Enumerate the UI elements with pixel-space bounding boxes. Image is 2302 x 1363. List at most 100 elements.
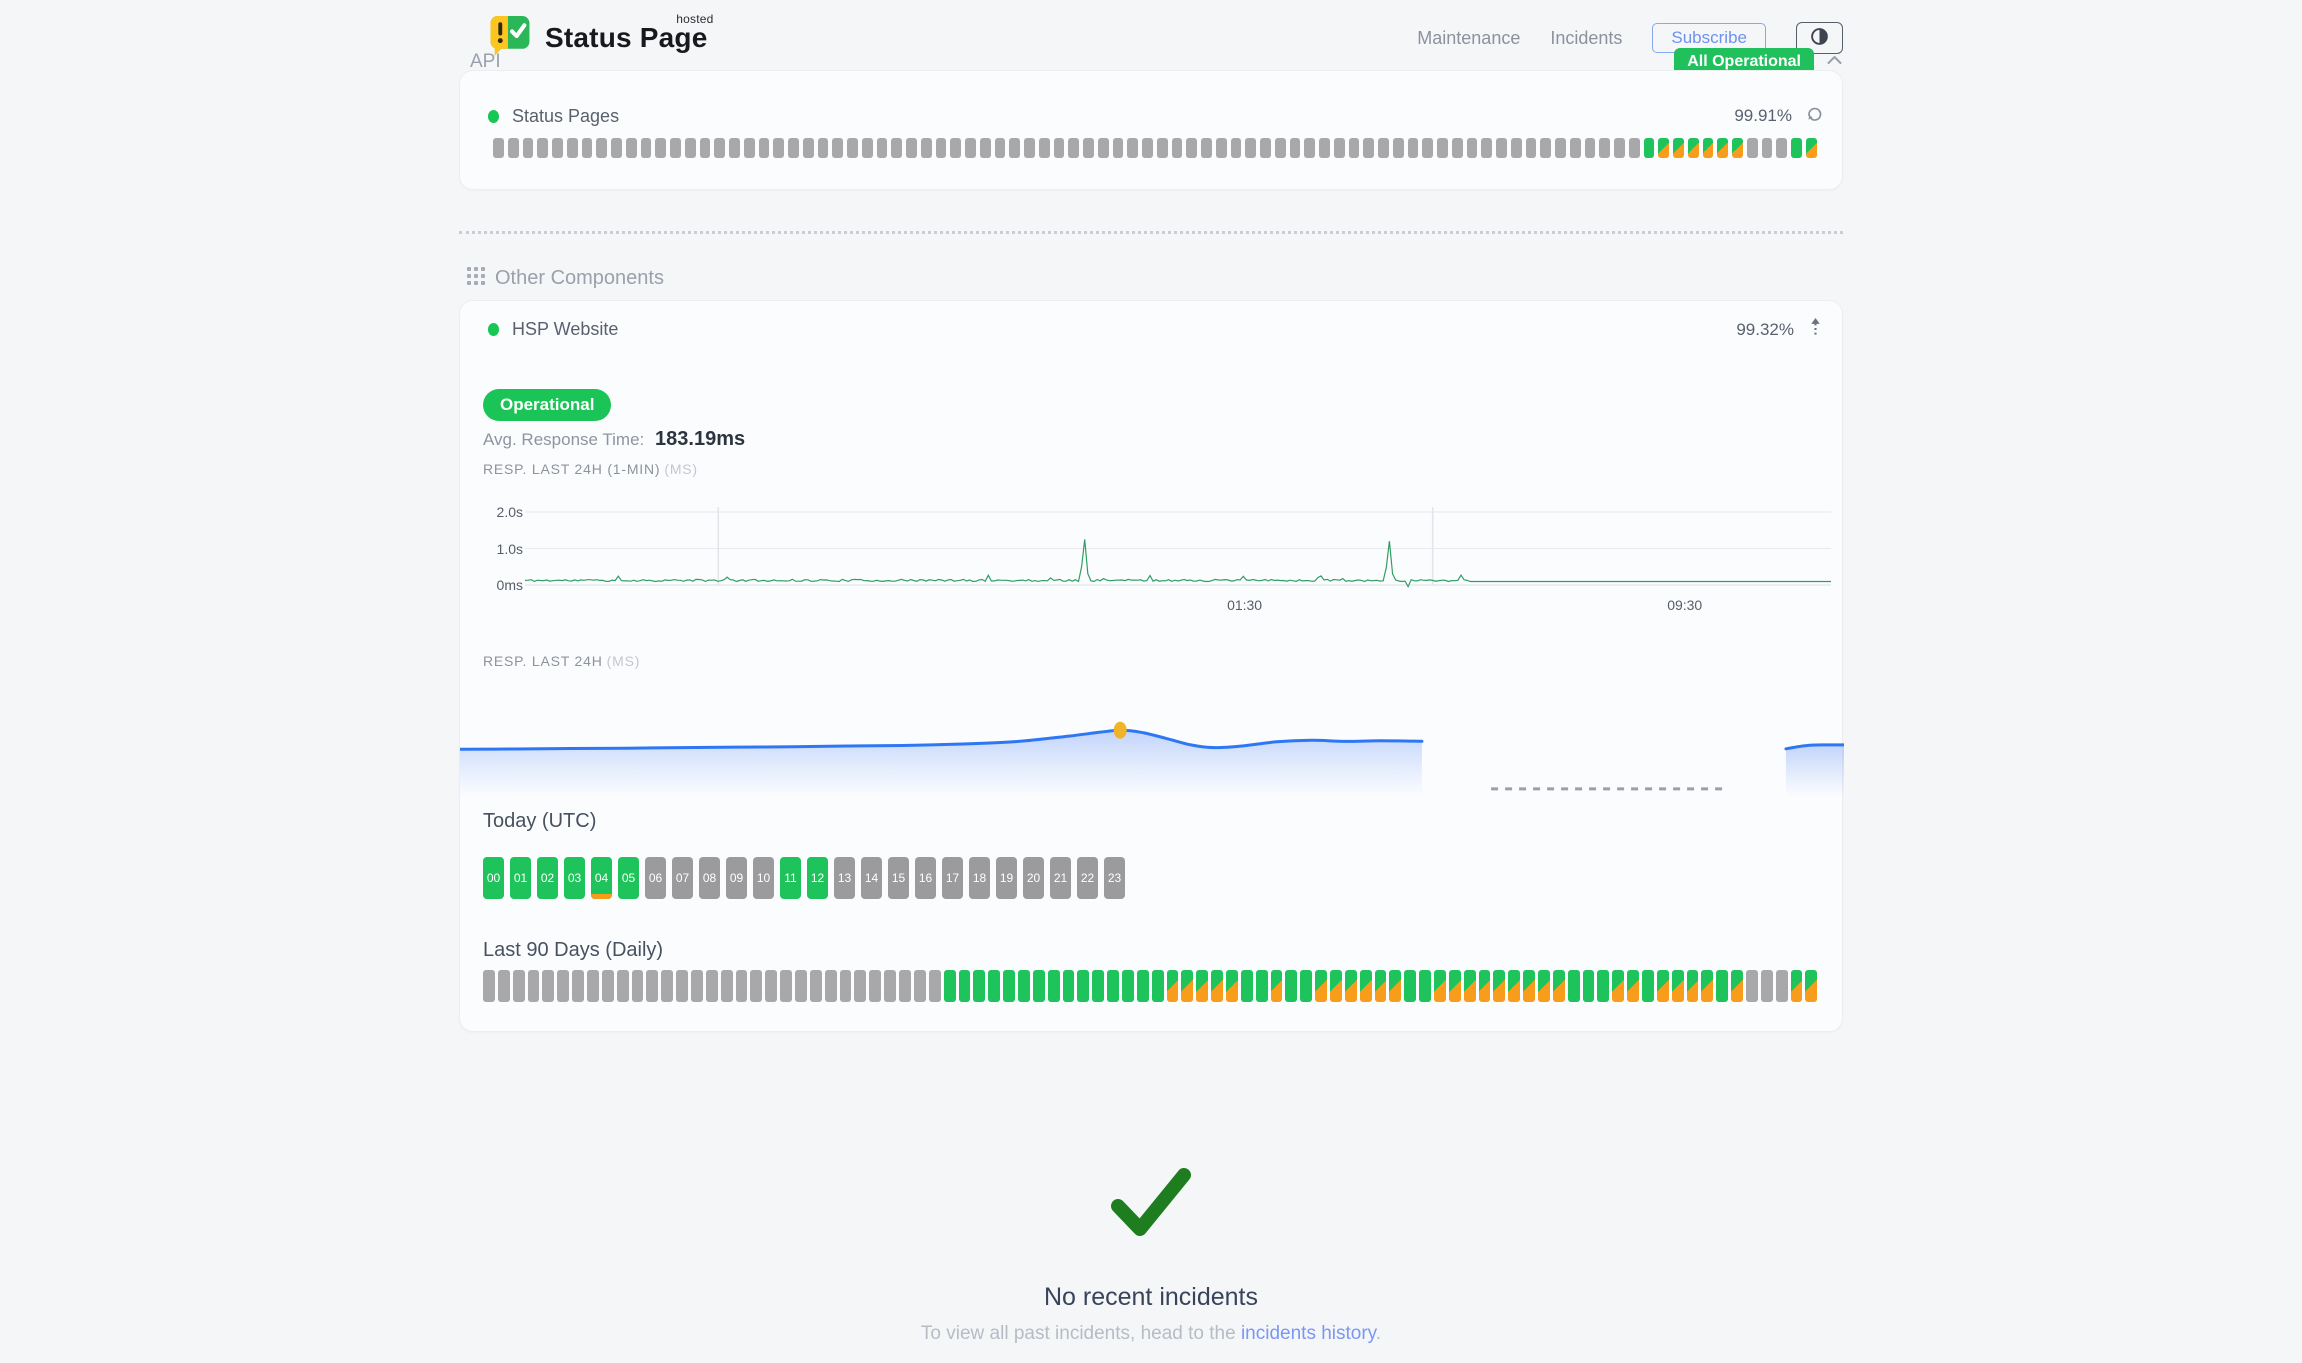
uptime-bar-operational[interactable]: [958, 970, 971, 1002]
uptime-bar-empty[interactable]: [1569, 138, 1581, 158]
uptime-bar-empty[interactable]: [847, 138, 858, 158]
uptime-bar-empty[interactable]: [906, 138, 917, 158]
uptime-bar-empty[interactable]: [616, 970, 629, 1002]
uptime-bar-empty[interactable]: [1274, 138, 1286, 158]
uptime-bar-operational[interactable]: [1285, 970, 1298, 1002]
uptime-bar-empty[interactable]: [566, 138, 578, 158]
uptime-bar-empty[interactable]: [788, 138, 799, 158]
uptime-bar-degraded[interactable]: [1166, 970, 1179, 1002]
hour-block-06[interactable]: 06: [645, 857, 666, 899]
uptime-bar-empty[interactable]: [1525, 138, 1537, 158]
hour-block-12[interactable]: 12: [807, 857, 828, 899]
uptime-bar-empty[interactable]: [1510, 138, 1522, 158]
uptime-bar-empty[interactable]: [920, 138, 932, 158]
uptime-bar-empty[interactable]: [928, 970, 941, 1002]
uptime-bar-empty[interactable]: [522, 138, 534, 158]
hour-block-17[interactable]: 17: [942, 857, 963, 899]
uptime-bar-degraded[interactable]: [1493, 970, 1506, 1002]
uptime-bar-empty[interactable]: [1142, 138, 1153, 158]
uptime-bar-empty[interactable]: [1451, 138, 1463, 158]
uptime-bar-empty[interactable]: [950, 138, 961, 158]
uptime-bar-empty[interactable]: [1333, 138, 1345, 158]
uptime-bar-degraded[interactable]: [1181, 970, 1194, 1002]
uptime-bar-empty[interactable]: [876, 138, 888, 158]
uptime-bar-empty[interactable]: [507, 138, 519, 158]
uptime-bar-operational[interactable]: [988, 970, 1001, 1002]
uptime-bar-operational[interactable]: [943, 970, 956, 1002]
uptime-bar-degraded[interactable]: [1508, 970, 1521, 1002]
uptime-bar-operational[interactable]: [1003, 970, 1015, 1002]
uptime-bar-empty[interactable]: [1024, 138, 1035, 158]
uptime-bar-empty[interactable]: [705, 970, 718, 1002]
uptime-bar-empty[interactable]: [809, 970, 822, 1002]
uptime-bar-empty[interactable]: [1127, 138, 1138, 158]
nav-incidents[interactable]: Incidents: [1550, 27, 1623, 48]
uptime-bar-empty[interactable]: [891, 138, 902, 158]
uptime-bar-operational[interactable]: [1062, 970, 1075, 1002]
hour-block-08[interactable]: 08: [699, 857, 720, 899]
uptime-bar-empty[interactable]: [1186, 138, 1197, 158]
nav-maintenance[interactable]: Maintenance: [1417, 27, 1521, 48]
uptime-bar-empty[interactable]: [1009, 138, 1020, 158]
uptime-bar-empty[interactable]: [493, 138, 504, 158]
uptime-bar-empty[interactable]: [1038, 138, 1050, 158]
uptime-bar-empty[interactable]: [1348, 138, 1360, 158]
hour-block-14[interactable]: 14: [861, 857, 882, 899]
uptime-bar-empty[interactable]: [1068, 138, 1079, 158]
uptime-bar-degraded[interactable]: [1686, 970, 1699, 1002]
hour-block-05[interactable]: 05: [618, 857, 639, 899]
uptime-bar-empty[interactable]: [1097, 138, 1109, 158]
uptime-bar-empty[interactable]: [572, 970, 585, 1002]
uptime-bar-empty[interactable]: [1392, 138, 1404, 158]
uptime-bar-empty[interactable]: [655, 138, 666, 158]
uptime-bar-empty[interactable]: [750, 970, 763, 1002]
uptime-bar-degraded[interactable]: [1673, 138, 1684, 158]
uptime-bar-empty[interactable]: [1628, 138, 1640, 158]
uptime-bar-empty[interactable]: [611, 138, 622, 158]
uptime-bar-empty[interactable]: [1540, 138, 1551, 158]
uptime-bar-degraded[interactable]: [1656, 970, 1669, 1002]
uptime-bar-operational[interactable]: [1567, 970, 1580, 1002]
uptime-bar-empty[interactable]: [765, 970, 778, 1002]
uptime-bar-empty[interactable]: [714, 138, 725, 158]
hour-block-18[interactable]: 18: [969, 857, 990, 899]
uptime-bar-empty[interactable]: [1215, 138, 1227, 158]
uptime-bar-empty[interactable]: [537, 138, 548, 158]
uptime-bar-degraded[interactable]: [1627, 970, 1640, 1002]
uptime-bar-degraded[interactable]: [1434, 970, 1446, 1002]
uptime-bar-empty[interactable]: [601, 970, 614, 1002]
uptime-bar-empty[interactable]: [552, 138, 563, 158]
uptime-bar-empty[interactable]: [676, 970, 689, 1002]
uptime-bar-operational[interactable]: [1582, 970, 1595, 1002]
uptime-bar-degraded[interactable]: [1658, 138, 1669, 158]
uptime-bar-empty[interactable]: [1584, 138, 1596, 158]
uptime-bar-degraded[interactable]: [1790, 970, 1803, 1002]
uptime-bar-empty[interactable]: [1761, 138, 1773, 158]
uptime-bar-empty[interactable]: [1230, 138, 1242, 158]
uptime-bar-degraded[interactable]: [1538, 970, 1550, 1002]
uptime-bar-empty[interactable]: [869, 970, 882, 1002]
incidents-history-link[interactable]: incidents history: [1240, 1323, 1376, 1344]
uptime-bar-empty[interactable]: [684, 138, 696, 158]
uptime-bar-operational[interactable]: [1077, 970, 1090, 1002]
uptime-bar-degraded[interactable]: [1270, 970, 1283, 1002]
uptime-bar-degraded[interactable]: [1211, 970, 1223, 1002]
uptime-bar-empty[interactable]: [542, 970, 555, 1002]
uptime-bar-operational[interactable]: [1017, 970, 1030, 1002]
uptime-bar-degraded[interactable]: [1478, 970, 1491, 1002]
uptime-bar-degraded[interactable]: [1552, 970, 1565, 1002]
uptime-bar-operational[interactable]: [1404, 970, 1417, 1002]
uptime-bar-operational[interactable]: [1300, 970, 1313, 1002]
refresh-icon[interactable]: [1806, 105, 1823, 127]
hour-block-23[interactable]: 23: [1104, 857, 1125, 899]
uptime-bar-degraded[interactable]: [1359, 970, 1372, 1002]
uptime-bar-empty[interactable]: [884, 970, 897, 1002]
uptime-bar-empty[interactable]: [1112, 138, 1124, 158]
uptime-bar-degraded[interactable]: [1702, 138, 1714, 158]
uptime-bar-empty[interactable]: [965, 138, 976, 158]
uptime-bar-empty[interactable]: [720, 970, 733, 1002]
uptime-bar-empty[interactable]: [1599, 138, 1610, 158]
uptime-bar-degraded[interactable]: [1389, 970, 1402, 1002]
uptime-bar-degraded[interactable]: [1374, 970, 1387, 1002]
hour-block-16[interactable]: 16: [915, 857, 936, 899]
